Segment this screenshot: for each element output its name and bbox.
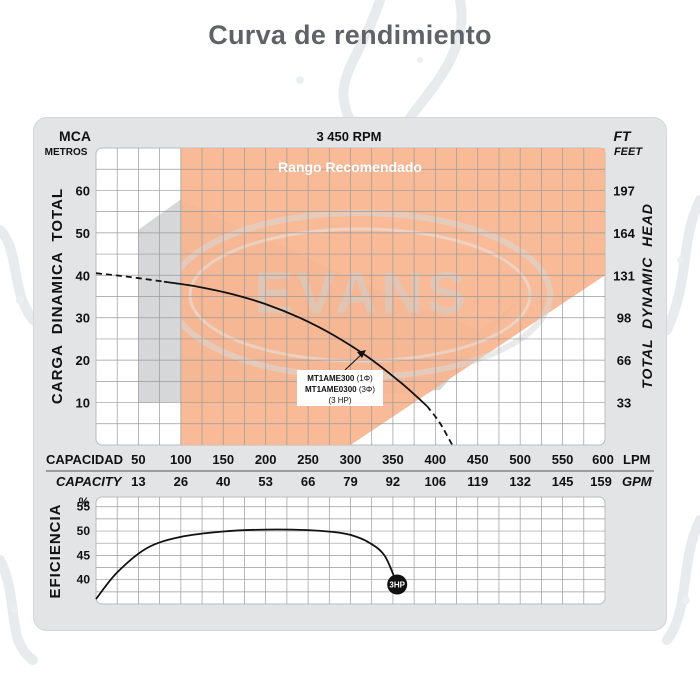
y-tick-label: 40 (76, 268, 90, 283)
y-tick-label: 50 (76, 226, 90, 241)
x-axis-unit: LPM (623, 452, 650, 467)
efficiency-tick-label: 55 (77, 500, 91, 514)
annotation-arrowhead (357, 350, 366, 358)
y2-tick-label: 197 (613, 183, 635, 198)
x-tick-label: 150 (212, 452, 234, 467)
efficiency-unit: % (79, 495, 90, 509)
rpm-label: 3 450 RPM (316, 129, 381, 144)
x-tick-label: 200 (255, 452, 277, 467)
annotation-model-1: MT1AME300 (1Φ) (307, 374, 373, 383)
x2-tick-label: 79 (343, 474, 357, 489)
x2-tick-label: 106 (424, 474, 446, 489)
x-tick-label: 250 (297, 452, 319, 467)
y-tick-label: 20 (76, 353, 90, 368)
x-tick-labels: 50 100 150 200 250 300 350 400 450 500 550 600 (131, 452, 614, 467)
x2-tick-label: 13 (131, 474, 145, 489)
annotation-model-2-phase: (3Φ) (357, 385, 376, 394)
x2-tick-label: 132 (509, 474, 531, 489)
x-tick-label: 450 (467, 452, 489, 467)
pump-curve-segment-solid (163, 280, 428, 407)
y-tick-label: 10 (76, 396, 90, 411)
x-tick-label: 400 (424, 452, 446, 467)
x2-tick-label: 119 (467, 474, 488, 489)
watermark-registered-symbol: ® (526, 287, 538, 304)
x-axis-title: CAPACIDAD (46, 452, 123, 467)
efficiency-badge-circle (387, 574, 408, 595)
pump-curve-segment-dashed (426, 405, 454, 446)
y-tick-labels: 10 20 30 40 50 60 (76, 183, 90, 410)
y-unit-sub-label: METROS (45, 147, 88, 158)
y2-unit-label: FT (613, 128, 632, 144)
x-tick-label: 100 (170, 452, 192, 467)
watermark-text: EVANS (254, 261, 470, 326)
x2-tick-label: 40 (216, 474, 230, 489)
x2-tick-label: 92 (386, 474, 400, 489)
x-tick-label: 550 (552, 452, 574, 467)
x-tick-label: 350 (382, 452, 404, 467)
page-title: Curva de rendimiento (208, 20, 492, 50)
annotation-box (297, 370, 383, 406)
x2-tick-label: 26 (174, 474, 188, 489)
y-tick-label: 60 (76, 183, 90, 198)
efficiency-axis-title: EFICIENCIA (47, 503, 64, 598)
annotation-model-2-name: MT1AME0300 (305, 385, 357, 394)
x-tick-label: 500 (509, 452, 531, 467)
efficiency-tick-label: 40 (77, 573, 91, 587)
x-tick-label: 600 (592, 452, 614, 467)
y2-tick-label: 66 (617, 353, 631, 368)
pump-curve-segment-dashed (95, 272, 165, 283)
recommended-range-label: Rango Recomendado (278, 159, 422, 175)
y2-unit-sub-label: FEET (614, 146, 643, 158)
efficiency-tick-labels: 40 45 50 55 (77, 500, 91, 587)
efficiency-badge-label: 3HP (389, 581, 405, 590)
annotation-model-2: MT1AME0300 (3Φ) (305, 385, 375, 394)
y2-tick-label: 164 (613, 226, 635, 241)
y2-tick-label: 33 (617, 396, 631, 411)
x2-tick-label: 53 (258, 474, 272, 489)
y-unit-label: MCA (59, 128, 91, 144)
x-tick-label: 50 (131, 452, 145, 467)
y2-axis-title: TOTAL DYNAMIC HEAD (639, 203, 655, 389)
x-tick-label: 300 (340, 452, 362, 467)
pump-curve (95, 272, 454, 446)
x2-tick-label: 66 (301, 474, 315, 489)
y-tick-label: 30 (76, 311, 90, 326)
efficiency-tick-label: 45 (77, 548, 91, 562)
x2-tick-labels: 13 26 40 53 66 79 92 106 119 132 145 159 (131, 474, 612, 489)
x2-tick-label: 159 (590, 474, 612, 489)
annotation-leader-line (344, 352, 364, 371)
x2-tick-label: 145 (552, 474, 574, 489)
annotation-model-1-phase: (1Φ) (354, 374, 373, 383)
efficiency-grid (96, 497, 605, 604)
y2-tick-label: 98 (617, 311, 631, 326)
x2-axis-title: CAPACITY (56, 474, 123, 489)
efficiency-curve-line (95, 528, 399, 600)
annotation-model-1-name: MT1AME300 (307, 374, 355, 383)
efficiency-tick-label: 50 (77, 524, 91, 538)
efficiency-curve (95, 528, 399, 600)
y2-tick-label: 131 (613, 268, 635, 283)
y-axis-title: CARGA DINAMICA TOTAL (49, 188, 66, 404)
annotation-power: (3 HP) (328, 396, 351, 405)
x2-axis-unit: GPM (622, 474, 653, 489)
y2-tick-labels: 33 66 98 131 164 197 (613, 183, 635, 410)
